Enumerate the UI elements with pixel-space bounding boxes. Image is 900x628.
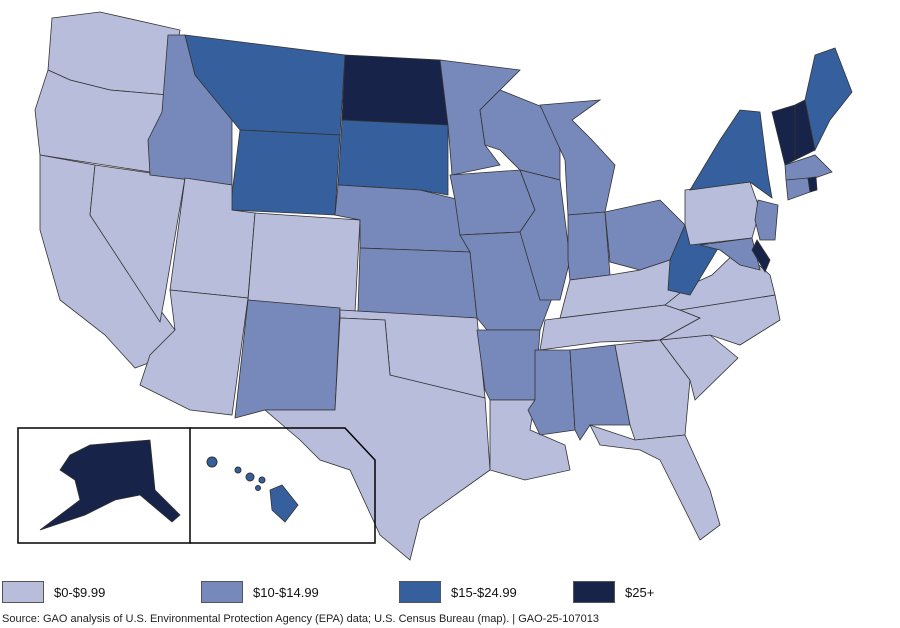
state-tx [263,317,491,561]
legend-label: $10-$14.99 [253,584,319,600]
legend-label: $15-$24.99 [451,584,517,600]
state-wy [229,129,341,216]
state-hi-island [245,472,255,482]
state-hi-island [255,485,261,491]
state-ri [807,176,818,193]
state-nd [341,54,449,126]
state-in [567,211,611,281]
state-nm [234,299,341,419]
state-hi [269,484,299,523]
state-ar [476,329,541,401]
state-nj [754,199,779,241]
state-ak [39,439,181,531]
legend-label: $25+ [625,584,655,600]
state-md [699,237,761,271]
legend-label: $0-$9.99 [54,584,106,600]
state-me [804,47,853,152]
state-hi-island [206,456,218,468]
state-de [751,239,771,273]
legend-item: $10-$14.99 [201,581,319,603]
legend: $0-$9.99 $10-$14.99 $15-$24.99 $25+ [0,581,900,607]
state-ia [449,169,536,236]
state-ny [689,109,773,199]
state-ma [784,154,833,181]
state-hi-island [258,476,266,484]
state-il [519,169,571,301]
legend-swatch [399,581,441,603]
state-pa [684,181,761,246]
state-mn [439,59,521,176]
hawaii-inset-frame [190,427,376,544]
state-ct [785,177,811,201]
legend-swatch [201,581,243,603]
source-note: Source: GAO analysis of U.S. Environment… [2,613,599,625]
state-ms [527,349,576,436]
state-az [139,289,249,416]
state-ks [357,247,478,319]
state-sd [337,119,449,196]
legend-swatch [2,581,44,603]
legend-item: $15-$24.99 [399,581,517,603]
state-vt [771,104,796,166]
legend-swatch [573,581,615,603]
state-fl [589,424,721,541]
state-hi-island [234,466,242,474]
legend-item: $25+ [573,581,654,603]
us-state-map [17,11,853,561]
legend-item: $0-$9.99 [2,581,105,603]
state-co [247,212,361,313]
state-mi [539,99,616,216]
